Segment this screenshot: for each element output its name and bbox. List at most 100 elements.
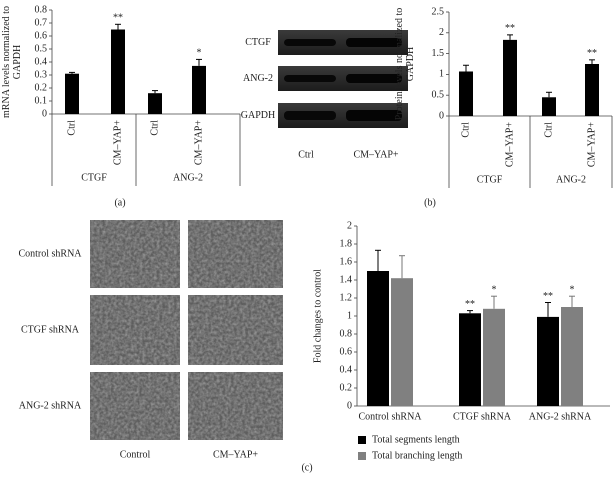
column-label: CM–YAP+ <box>213 449 258 460</box>
micrograph-texture <box>188 295 283 365</box>
micrograph-texture <box>90 295 180 365</box>
y-tick-label: 1.2 <box>340 292 353 303</box>
error-bar <box>463 64 469 72</box>
row-label: GAPDH <box>241 110 275 121</box>
y-tick-label: 0.1 <box>35 95 48 106</box>
error-bar <box>569 295 575 307</box>
x-tick-label: Ctrl <box>460 122 471 138</box>
y-tick-label: 0.4 <box>340 364 353 375</box>
error-bar <box>546 91 552 98</box>
y-tick-label: 2.5 <box>432 6 445 17</box>
y-tick-label: 1.6 <box>340 256 353 267</box>
x-tick-label: Ctrl <box>543 122 554 138</box>
row-label: CTGF <box>245 37 271 48</box>
legend-label: Total segments length <box>372 434 460 445</box>
y-tick-label: 0.5 <box>35 43 48 54</box>
group-label: CTGF <box>477 174 503 185</box>
error-bar <box>467 310 473 314</box>
y-tick-label: 0.6 <box>35 30 48 41</box>
bar <box>111 29 125 114</box>
bar <box>459 71 473 116</box>
y-tick-label: 1 <box>439 69 444 80</box>
blot-band <box>284 111 336 120</box>
y-tick-label: 1 <box>347 310 352 321</box>
significance: ** <box>113 13 123 24</box>
bar <box>148 93 162 114</box>
row-label: CTGF shRNA <box>21 324 80 335</box>
blot-band <box>346 38 402 47</box>
bar <box>483 308 505 406</box>
error-bar <box>545 302 551 317</box>
panel-label: (b) <box>424 197 436 208</box>
y-tick-label: 2 <box>439 27 444 38</box>
bar <box>459 313 481 406</box>
significance: * <box>570 284 575 295</box>
bar <box>367 271 389 406</box>
x-tick-label: Control shRNA <box>358 411 422 422</box>
significance: ** <box>505 23 515 34</box>
y-tick-label: 2 <box>347 220 352 231</box>
y-tick-label: 0.8 <box>340 328 353 339</box>
micrograph-texture <box>188 220 283 288</box>
y-axis-label: mRNA levels normalized to <box>1 6 12 118</box>
row-label: Control shRNA <box>18 248 82 259</box>
bar <box>537 316 559 406</box>
bar <box>561 307 583 406</box>
bar <box>585 64 599 116</box>
error-bar <box>152 90 158 94</box>
error-bar <box>491 295 497 309</box>
y-tick-label: 0.6 <box>340 346 353 357</box>
y-axis-label: GAPDH <box>405 47 416 81</box>
x-tick-label: Ctrl <box>149 120 160 136</box>
error-bar <box>399 255 405 279</box>
blot-band <box>284 39 336 46</box>
group-label: ANG-2 <box>173 172 203 183</box>
micrograph-texture <box>90 220 180 288</box>
significance: ** <box>543 291 553 302</box>
bar <box>391 278 413 406</box>
bar <box>503 39 517 116</box>
y-tick-label: 0.2 <box>35 82 48 93</box>
error-bar <box>69 71 75 74</box>
legend-swatch <box>358 452 366 460</box>
panel-label: (a) <box>114 197 125 208</box>
error-bar <box>115 23 121 30</box>
error-bar <box>196 58 202 66</box>
blot-band <box>346 74 402 83</box>
y-tick-label: 0 <box>347 400 352 411</box>
y-tick-label: 0.5 <box>432 89 445 100</box>
y-axis-label: GAPDH <box>12 45 23 79</box>
row-label: ANG-2 <box>243 73 273 84</box>
y-tick-label: 0 <box>439 110 444 121</box>
x-tick-label: CM–YAP+ <box>112 120 123 165</box>
micrograph-texture <box>188 372 283 440</box>
column-label: Ctrl <box>298 149 314 160</box>
group-label: CTGF <box>81 172 107 183</box>
group-label: ANG-2 <box>556 174 586 185</box>
error-bar <box>375 249 381 271</box>
y-axis-label: Protein levels normalized to <box>394 8 405 120</box>
x-tick-label: CTGF shRNA <box>453 411 512 422</box>
significance: ** <box>587 48 597 59</box>
error-bar <box>589 59 595 64</box>
y-axis-label: Fold changes to control <box>312 269 323 363</box>
column-label: CM–YAP+ <box>353 149 398 160</box>
significance: ** <box>465 299 475 310</box>
significance: * <box>492 284 497 295</box>
y-tick-label: 0 <box>42 108 47 119</box>
y-tick-label: 1.4 <box>340 274 353 285</box>
x-tick-label: CM–YAP+ <box>193 120 204 165</box>
significance: * <box>197 48 202 59</box>
bar <box>65 73 79 114</box>
row-label: ANG-2 shRNA <box>19 400 82 411</box>
x-tick-label: ANG-2 shRNA <box>529 411 592 422</box>
y-tick-label: 0.3 <box>35 69 48 80</box>
legend-swatch <box>358 436 366 444</box>
y-tick-label: 0.4 <box>35 56 48 67</box>
column-label: Control <box>120 449 151 460</box>
x-tick-label: Ctrl <box>66 120 77 136</box>
legend-label: Total branching length <box>372 450 462 461</box>
y-tick-label: 0.2 <box>340 382 353 393</box>
y-tick-label: 0.8 <box>35 4 48 15</box>
